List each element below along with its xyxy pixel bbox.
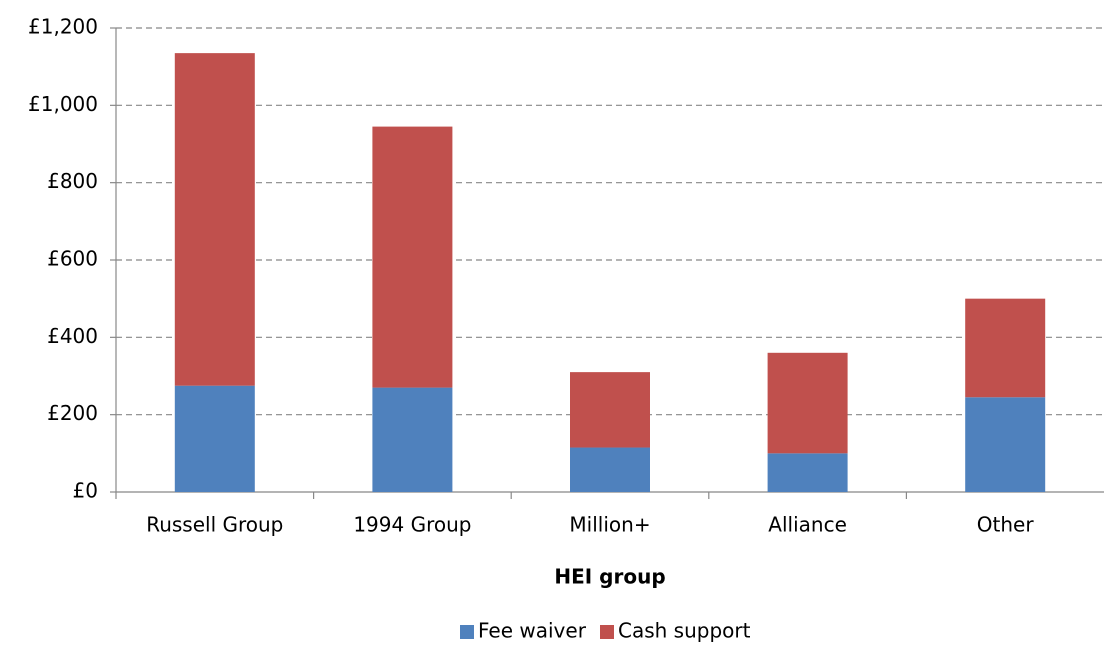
y-tick-label: £1,200 [28, 15, 98, 39]
bar-segment [570, 372, 650, 448]
legend-label: Cash support [618, 619, 751, 643]
x-tick-label: 1994 Group [353, 513, 471, 537]
bar-segment [372, 387, 453, 492]
bar-segment [174, 53, 255, 386]
y-tick-label: £600 [47, 247, 98, 271]
y-tick-label: £0 [73, 479, 98, 503]
bar-segment [767, 352, 848, 454]
y-tick-label: £800 [47, 169, 98, 193]
y-tick-label: £200 [47, 401, 98, 425]
x-tick-label: Other [977, 513, 1035, 537]
legend-label: Fee waiver [478, 619, 587, 643]
bar-segment [570, 447, 650, 492]
bar-segment [767, 453, 848, 492]
y-tick-label: £1,000 [28, 92, 98, 116]
legend-swatch [600, 625, 614, 639]
bar-segment [174, 385, 255, 492]
x-tick-label: Alliance [768, 513, 847, 537]
y-tick-label: £400 [47, 324, 98, 348]
x-tick-label: Million+ [569, 513, 650, 537]
legend-swatch [460, 625, 474, 639]
bar-segment [965, 298, 1046, 398]
bar-segment [372, 126, 453, 388]
x-axis-label: HEI group [554, 565, 665, 589]
x-tick-label: Russell Group [146, 513, 283, 537]
bar-segment [965, 397, 1046, 492]
